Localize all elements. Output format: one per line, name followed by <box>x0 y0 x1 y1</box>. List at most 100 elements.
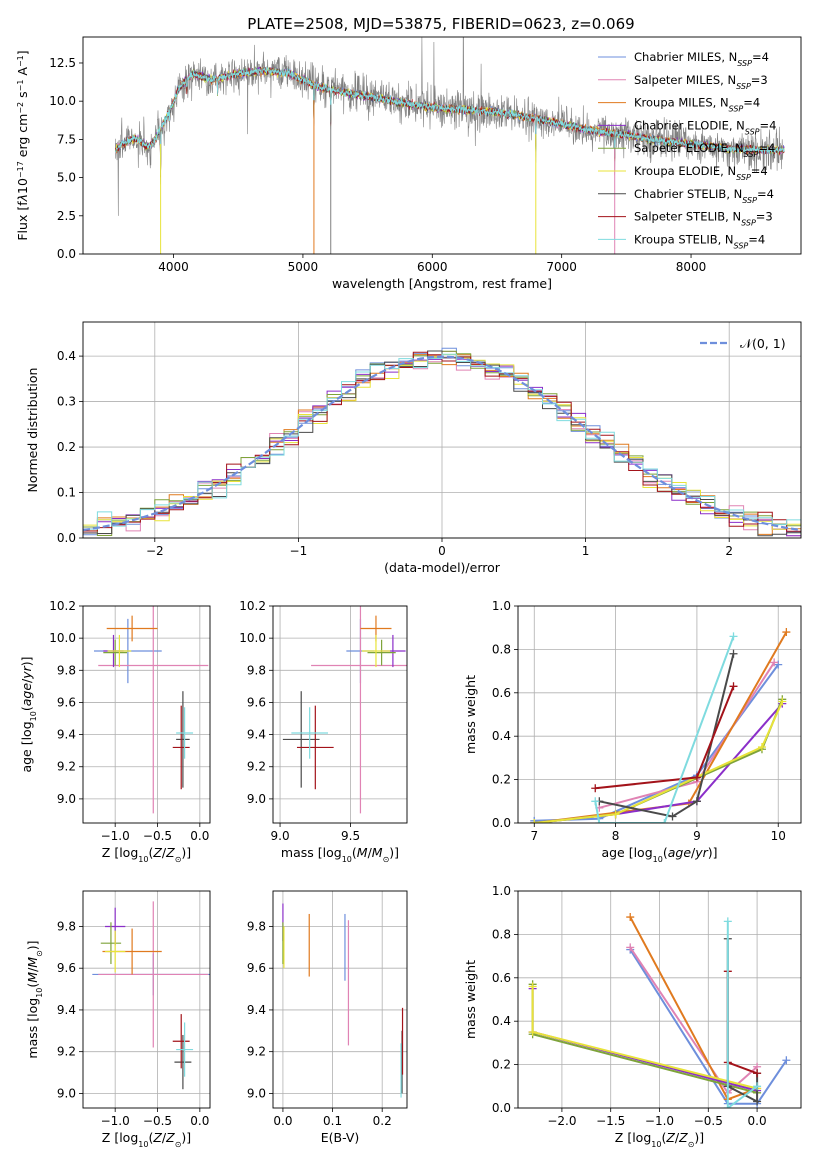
y-tick-label: 9.4 <box>57 1003 76 1017</box>
weight-line-kroupa_stelib <box>594 636 735 823</box>
y-axis-label: Normed distribution <box>25 368 40 493</box>
axes: 0.0 0.1 0.2 9.0 9.2 9.4 9.6 9.8 E(B-V) <box>247 890 408 1145</box>
weight-marker <box>729 649 738 658</box>
legend-label: Salpeter MILES, NSSP=3 <box>634 73 768 91</box>
figure-title: PLATE=2508, MJD=53875, FIBERID=0623, z=0… <box>247 15 634 33</box>
weight-marker <box>774 660 783 669</box>
legend-label: Salpeter STELIB, NSSP=3 <box>634 210 773 228</box>
y-tick-label: 9.2 <box>57 1045 76 1059</box>
axes-frame <box>82 890 211 1109</box>
weight-line-kroupa_stelib <box>726 921 758 1108</box>
y-tick-label: 9.6 <box>247 695 266 709</box>
errorbar-salpeter_elodie <box>103 639 128 666</box>
y-tick-label: 5.0 <box>57 171 76 185</box>
weight-marker <box>692 773 701 782</box>
y-tick-label: 0.8 <box>492 642 511 656</box>
y-axis-label: mass weight <box>463 960 478 1039</box>
weight-marker <box>729 632 738 641</box>
errorbar-kroupa_stelib <box>176 1022 194 1077</box>
weight-line-chabrier_stelib <box>599 653 735 818</box>
y-tick-label: 9.4 <box>57 728 76 742</box>
y-tick-label: 9.8 <box>247 919 266 933</box>
errorbar-kroupa_miles <box>106 615 158 642</box>
y-tick-label: 9.4 <box>247 1003 266 1017</box>
legend: Chabrier MILES, NSSP=4 Salpeter MILES, NS… <box>598 50 776 250</box>
axes-frame <box>272 890 408 1109</box>
x-tick-label: 0.0 <box>273 1114 292 1128</box>
y-tick-label: 1.0 <box>492 599 511 613</box>
panel-age_vs_Z: −1.0 −0.5 0.0 9.0 9.2 9.4 9.6 9.8 10.0 10.2 Z [log… <box>19 599 211 864</box>
y-tick-label: 0.2 <box>57 440 76 454</box>
y-tick-label: 9.6 <box>247 961 266 975</box>
legend-label: Chabrier MILES, NSSP=4 <box>634 50 769 68</box>
y-tick-label: 9.6 <box>57 695 76 709</box>
x-tick-label: 9.0 <box>271 829 290 843</box>
y-tick-label: 0.2 <box>492 1058 511 1072</box>
axes-frame <box>82 321 802 539</box>
y-tick-label: 9.6 <box>57 961 76 975</box>
errorbar-kroupa_elodie <box>361 634 391 668</box>
y-tick-label: 9.2 <box>57 760 76 774</box>
y-tick-label: 0.0 <box>492 816 511 830</box>
plot-area <box>528 913 791 1108</box>
y-tick-label: 10.0 <box>49 631 76 645</box>
weight-marker <box>729 682 738 691</box>
y-axis-label: mass weight <box>463 675 478 754</box>
axes: −1.0 −0.5 0.0 9.0 9.2 9.4 9.6 9.8 Z [log10(Z/Z⊙)… <box>25 890 211 1149</box>
errorbar-salpeter_elodie <box>100 922 122 965</box>
panel-mass_vs_Z: −1.0 −0.5 0.0 9.0 9.2 9.4 9.6 9.8 Z [log10(Z/Z⊙)… <box>25 890 211 1149</box>
weight-marker <box>660 819 669 823</box>
x-axis-label: Z [log10(Z/Z⊙)] <box>615 1130 704 1149</box>
x-tick-label: 0.0 <box>190 829 209 843</box>
errorbar-chabrier_stelib <box>176 691 190 788</box>
axes: 9.0 9.5 9.0 9.2 9.4 9.6 9.8 10.0 10.2 mass [log10… <box>239 599 408 864</box>
weight-marker <box>611 810 620 819</box>
axes: −2.0 −1.5 −1.0 −0.5 0.0 0.0 0.2 0.4 0.6 0.8 1.0 Z [… <box>463 884 802 1149</box>
weight-marker <box>626 913 635 922</box>
x-tick-label: −0.5 <box>143 1114 172 1128</box>
y-tick-label: 7.5 <box>57 132 76 146</box>
x-tick-label: 7000 <box>546 260 577 274</box>
x-tick-label: 1 <box>582 544 590 558</box>
y-tick-label: 0.0 <box>57 531 76 545</box>
y-tick-label: 9.8 <box>247 663 266 677</box>
errorbar-kroupa_stelib <box>291 707 329 759</box>
legend-label: Chabrier ELODIE, NSSP=4 <box>634 118 776 136</box>
weight-marker <box>770 658 779 667</box>
x-tick-label: 0.2 <box>373 1114 392 1128</box>
panel-mass_vs_ebv: 0.0 0.1 0.2 9.0 9.2 9.4 9.6 9.8 E(B-V) <box>247 890 408 1145</box>
weight-marker <box>753 1082 762 1091</box>
legend-label: Kroupa MILES, NSSP=4 <box>634 96 760 114</box>
y-tick-label: 9.0 <box>57 792 76 806</box>
y-tick-label: 0.4 <box>492 729 511 743</box>
weight-marker <box>530 819 539 823</box>
plot-area <box>530 628 791 823</box>
y-tick-label: 2.5 <box>57 209 76 223</box>
weight-marker <box>591 784 600 793</box>
x-tick-label: 8000 <box>676 260 707 274</box>
errorbar-salpeter_miles <box>98 606 209 814</box>
plot-area <box>282 903 404 1098</box>
panel-massweight_vs_Z: −2.0 −1.5 −1.0 −0.5 0.0 0.0 0.2 0.4 0.6 0.8 1.0 Z [… <box>463 884 802 1149</box>
errorbar-salpeter_stelib <box>172 1014 190 1069</box>
weight-marker <box>528 982 537 991</box>
x-tick-label: −2 <box>146 544 164 558</box>
y-tick-label: 12.5 <box>49 56 76 70</box>
x-tick-label: 0.1 <box>323 1114 342 1128</box>
errorbar-salpeter_stelib <box>172 705 190 790</box>
errorbar-kroupa_elodie <box>105 930 126 973</box>
y-tick-label: 9.2 <box>247 1045 266 1059</box>
errorbar-chabrier_stelib <box>282 691 320 788</box>
weight-marker <box>753 1097 762 1106</box>
y-axis-label: Flux [fλ10−17 erg cm−2 s−1 A−1] <box>15 50 30 240</box>
errorbar-salpeter_stelib <box>296 705 334 790</box>
x-tick-label: 8 <box>612 829 620 843</box>
x-tick-label: 2 <box>725 544 733 558</box>
weight-marker <box>723 917 732 926</box>
weight-line-kroupa_elodie <box>534 701 784 823</box>
panel-age_vs_mass: 9.0 9.5 9.0 9.2 9.4 9.6 9.8 10.0 10.2 mass [log10… <box>239 599 408 864</box>
x-tick-label: 9 <box>693 829 701 843</box>
axes: 4000 5000 6000 7000 8000 0.0 2.5 5.0 7.5 10.0 12.5… <box>15 36 802 291</box>
plot-area <box>92 901 210 1090</box>
